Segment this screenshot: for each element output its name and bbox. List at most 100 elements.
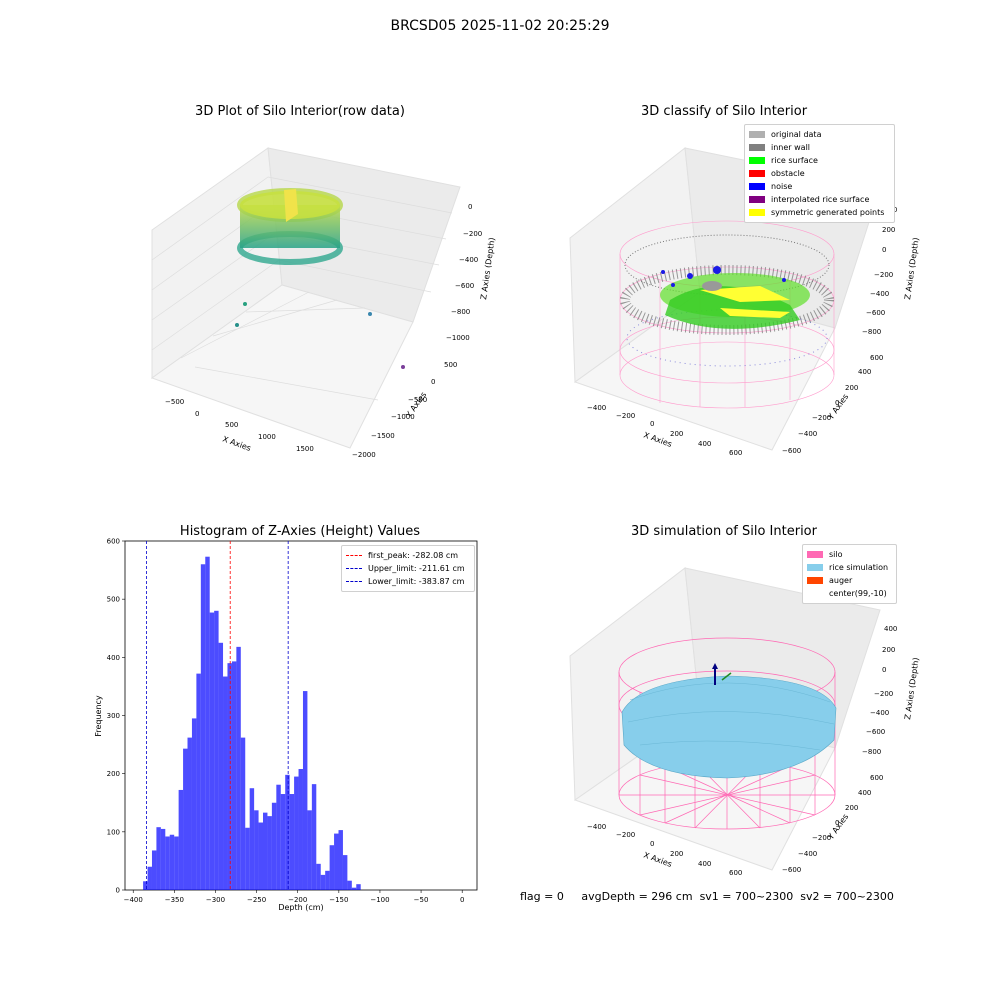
simulation-y-tick: 600	[870, 774, 883, 782]
legend-swatch	[749, 183, 765, 190]
sv2-text: sv2 = 700~2300	[800, 890, 894, 903]
y-tick-label: 500	[107, 596, 120, 604]
legend-label: Upper_limit: -211.61 cm	[368, 564, 465, 573]
histogram-bar	[289, 794, 295, 890]
simulation-plot-title: 3D simulation of Silo Interior	[631, 524, 817, 539]
raw-z-tick: −400	[459, 256, 478, 264]
simulation-legend: silo rice simulation auger center(99,-10…	[802, 544, 897, 604]
legend-item: rice surface	[749, 154, 890, 167]
histogram-y-ticks: 0 100 200 300 400 500 600	[107, 538, 125, 895]
raw-z-tick: 0	[468, 203, 472, 211]
raw-3d-ticks: −500 0 500 1000 1500 X Axies 500 0 −500 …	[165, 203, 497, 459]
classify-legend: original data inner wall rice surface ob…	[744, 124, 895, 223]
histogram-frame	[124, 540, 478, 891]
classify-z-tick: −400	[870, 290, 889, 298]
y-tick-label: 200	[107, 770, 120, 778]
legend-swatch	[749, 131, 765, 138]
x-tick-label: −350	[165, 896, 184, 904]
histogram-bar	[200, 564, 206, 890]
histogram-bar	[267, 816, 272, 890]
simulation-z-tick: −200	[874, 690, 893, 698]
classify-y-tick: −600	[782, 447, 801, 455]
histogram-bar	[351, 887, 357, 890]
classify-z-tick: −600	[866, 309, 885, 317]
classify-x-tick: 400	[698, 440, 711, 448]
histogram-bar	[218, 642, 224, 890]
legend-item: first_peak: -282.08 cm	[346, 549, 470, 562]
histogram-bar	[249, 788, 255, 890]
simulation-x-tick: −200	[616, 831, 635, 839]
histogram-bar	[258, 822, 264, 890]
classify-y-tick: 0	[835, 399, 839, 407]
y-tick-label: 300	[107, 712, 120, 720]
raw-y-tick: −2000	[352, 451, 376, 459]
legend-line	[346, 568, 362, 569]
classify-x-tick: 200	[670, 430, 683, 438]
simulation-z-tick: −600	[866, 728, 885, 736]
histogram-x-label: Depth (cm)	[278, 903, 323, 912]
classify-z-tick: 0	[882, 246, 886, 254]
classify-silo-wireframe	[619, 220, 835, 409]
simulation-x-tick: 200	[670, 850, 683, 858]
raw-y-tick: 0	[431, 378, 435, 386]
legend-label: Lower_limit: -383.87 cm	[368, 577, 465, 586]
classify-3d-ticks: −400 −200 0 200 400 600 X Axies 600 400 …	[587, 206, 921, 457]
sv1-text: sv1 = 700~2300	[699, 890, 794, 903]
classify-x-tick: 0	[650, 420, 654, 428]
legend-line	[346, 555, 362, 556]
simulation-y-tick: 200	[845, 804, 858, 812]
legend-swatch	[749, 170, 765, 177]
classify-y-tick: −400	[798, 430, 817, 438]
histogram-bar	[174, 836, 179, 890]
legend-swatch	[749, 157, 765, 164]
simulation-y-tick: −600	[782, 866, 801, 874]
simulation-z-tick: 200	[882, 646, 895, 654]
simulation-3d-ticks: −400 −200 0 200 400 600 X Axies 600 400 …	[587, 625, 921, 877]
histogram-bar	[214, 610, 219, 890]
histogram-bar	[169, 834, 175, 890]
simulation-z-tick: 0	[882, 666, 886, 674]
legend-label: first_peak: -282.08 cm	[368, 551, 459, 560]
raw-z-tick: −800	[451, 308, 470, 316]
histogram-bar	[245, 827, 250, 890]
raw-3d-panes	[150, 147, 461, 449]
histogram-legend: first_peak: -282.08 cm Upper_limit: -211…	[341, 545, 475, 592]
histogram-bars	[143, 556, 361, 890]
raw-y-tick: −1000	[391, 413, 415, 421]
histogram-bar	[285, 774, 290, 890]
simulation-x-tick: 600	[729, 869, 742, 877]
legend-item: auger	[807, 574, 892, 587]
x-tick-label: −200	[288, 896, 307, 904]
histogram-bar	[191, 718, 197, 890]
simulation-auger	[712, 663, 732, 685]
histogram-bar	[160, 828, 166, 890]
histogram-bar	[263, 812, 268, 890]
simulation-y-tick: −400	[798, 850, 817, 858]
legend-item: center(99,-10)	[807, 587, 892, 600]
histogram-bar	[151, 850, 157, 890]
x-tick-label: −150	[329, 896, 348, 904]
classify-z-tick: −800	[862, 328, 881, 336]
histogram-bar	[227, 663, 232, 890]
simulation-y-tick: −200	[812, 834, 831, 842]
classify-x-label: X Axies	[642, 430, 673, 449]
histogram-bar	[342, 855, 348, 890]
legend-swatch	[807, 564, 823, 571]
legend-label: symmetric generated points	[771, 208, 885, 217]
raw-y-tick: −500	[408, 396, 427, 404]
legend-swatch	[807, 577, 823, 584]
simulation-y-label: Y Axies	[826, 812, 851, 842]
histogram-bar	[165, 836, 170, 890]
legend-swatch	[749, 196, 765, 203]
classify-z-tick: 200	[882, 226, 895, 234]
raw-x-tick: 500	[225, 421, 238, 429]
classify-rice-surface	[660, 266, 810, 329]
x-tick-label: −50	[414, 896, 429, 904]
simulation-y-tick: 400	[858, 789, 871, 797]
classify-y-tick: 200	[845, 384, 858, 392]
histogram-bar	[307, 810, 312, 890]
x-tick-label: −100	[370, 896, 389, 904]
simulation-x-tick: 400	[698, 860, 711, 868]
simulation-x-tick: −400	[587, 823, 606, 831]
histogram-bar	[178, 789, 184, 890]
